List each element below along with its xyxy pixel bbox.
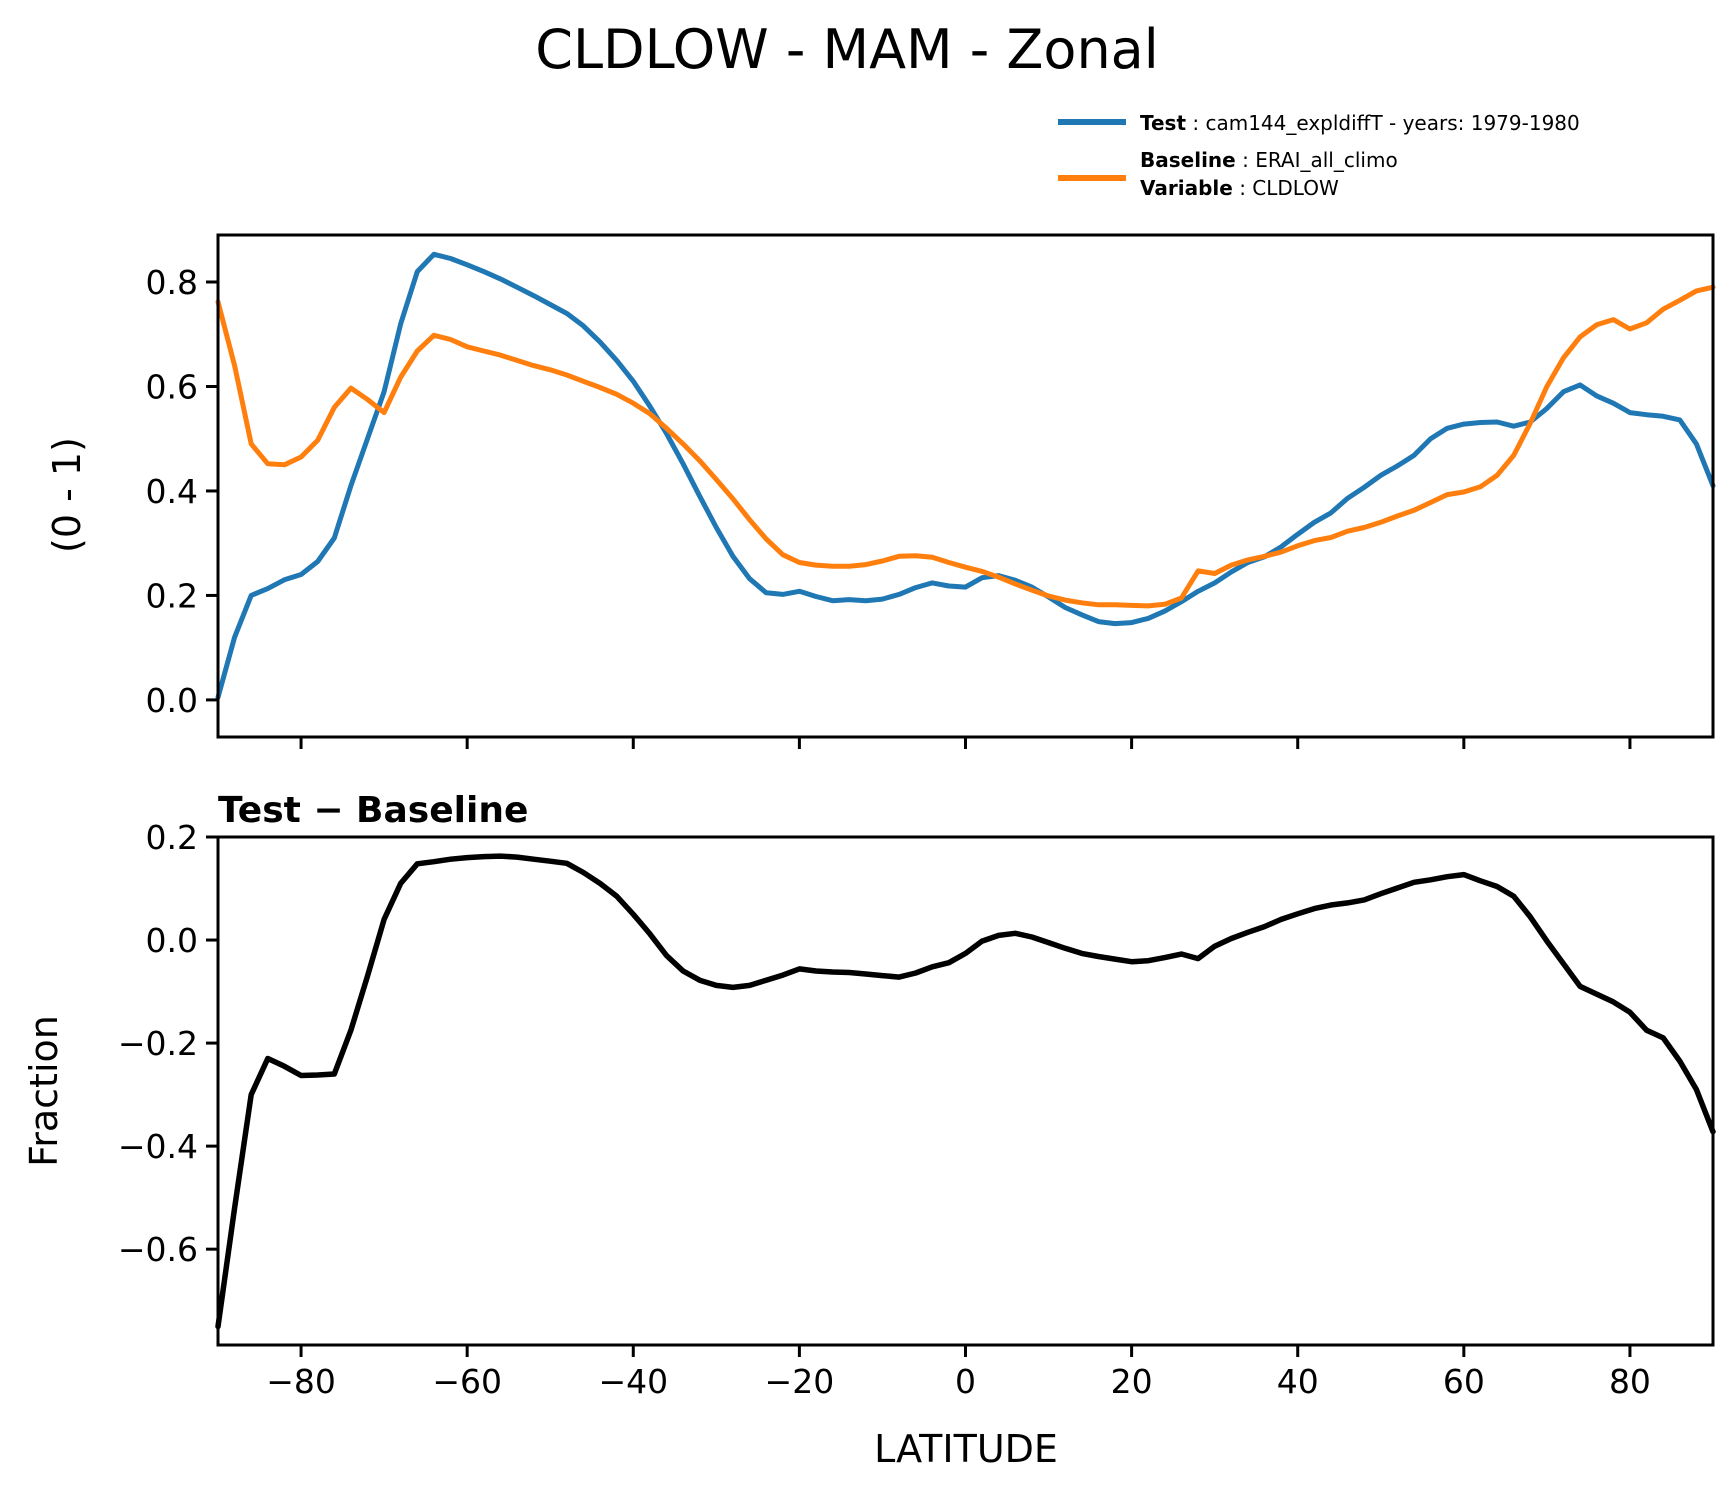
x-tick-label: 20 xyxy=(1111,1362,1153,1401)
y-tick-label: 0.2 xyxy=(146,818,198,857)
x-axis-label: LATITUDE xyxy=(874,1427,1058,1471)
legend-variable-label-bold: Variable xyxy=(1140,176,1233,200)
x-tick-label: 80 xyxy=(1609,1362,1651,1401)
panel-top: 0.0 0.2 0.4 0.6 0.8 (0 - 1) xyxy=(45,233,1716,749)
y-tick-label: −0.2 xyxy=(118,1024,198,1063)
legend-baseline-label: Baseline : ERAI_all_climo xyxy=(1140,148,1398,172)
panel-bottom-y-axis-label: Fraction xyxy=(22,1015,66,1167)
panel-bottom: Test − Baseline −80 −60 −40 −20 0 20 40 60 80 0.2… xyxy=(22,790,1716,1471)
y-tick-label: 0.0 xyxy=(146,921,198,960)
panel-bottom-title: Test − Baseline xyxy=(218,790,528,831)
legend: Test : cam144_expldiffT - years: 1979-19… xyxy=(1058,111,1580,200)
legend-test-label: Test : cam144_expldiffT - years: 1979-19… xyxy=(1140,111,1580,135)
panel-bottom-ticks: −80 −60 −40 −20 0 20 40 60 80 0.2 0.0 −0.2 −0.4 −0.6 xyxy=(118,818,1651,1401)
legend-variable-label-rest: : CLDLOW xyxy=(1233,176,1339,200)
panel-top-y-axis-label: (0 - 1) xyxy=(45,437,89,553)
x-tick-label: −20 xyxy=(765,1362,835,1401)
y-tick-label: 0.0 xyxy=(146,681,198,720)
y-tick-label: 0.8 xyxy=(146,263,198,302)
legend-baseline-label-bold: Baseline xyxy=(1140,148,1236,172)
y-tick-label: 0.6 xyxy=(146,367,198,406)
x-tick-label: −80 xyxy=(266,1362,336,1401)
series-diff-line xyxy=(215,853,1716,1330)
panel-bottom-frame xyxy=(216,835,1715,1347)
x-tick-label: 40 xyxy=(1277,1362,1319,1401)
series-baseline-line xyxy=(215,284,1716,609)
panel-bottom-series xyxy=(215,853,1716,1330)
y-tick-label: 0.2 xyxy=(146,576,198,615)
panel-top-ticks: 0.0 0.2 0.4 0.6 0.8 xyxy=(146,263,1632,749)
series-test-line xyxy=(215,251,1716,700)
panel-top-series xyxy=(215,251,1716,700)
legend-test-label-rest: : cam144_expldiffT - years: 1979-1980 xyxy=(1186,111,1580,135)
x-tick-label: −40 xyxy=(598,1362,668,1401)
x-tick-label: −60 xyxy=(432,1362,502,1401)
figure-title: CLDLOW - MAM - Zonal xyxy=(535,18,1159,81)
y-tick-label: −0.6 xyxy=(118,1230,198,1269)
y-tick-label: −0.4 xyxy=(118,1127,198,1166)
legend-test-label-bold: Test xyxy=(1140,111,1186,135)
legend-variable-label: Variable : CLDLOW xyxy=(1140,176,1339,200)
y-tick-label: 0.4 xyxy=(146,472,198,511)
panel-top-frame xyxy=(216,233,1715,739)
legend-baseline-label-rest: : ERAI_all_climo xyxy=(1236,148,1398,172)
x-tick-label: 0 xyxy=(955,1362,976,1401)
x-tick-label: 60 xyxy=(1443,1362,1485,1401)
